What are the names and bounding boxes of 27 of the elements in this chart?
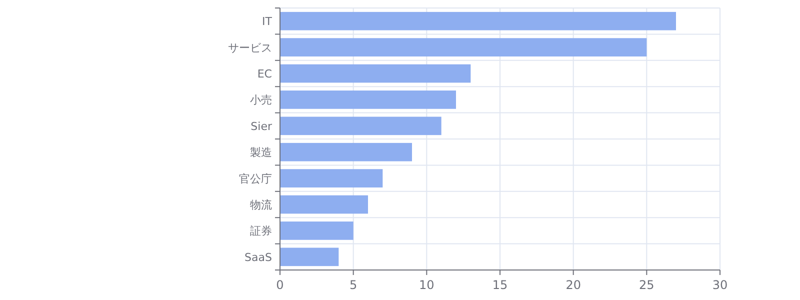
x-tick-label: 0 [276, 278, 284, 292]
x-tick-label: 25 [639, 278, 654, 292]
bar [280, 12, 676, 30]
bar [280, 248, 339, 266]
bar [280, 195, 368, 214]
y-tick-label: EC [257, 68, 272, 80]
x-tick-label: 10 [419, 278, 434, 292]
y-tick-label: IT [262, 15, 272, 28]
bar [280, 142, 412, 162]
bar [280, 116, 442, 136]
x-tick-label: 15 [492, 278, 508, 292]
bar [280, 90, 456, 109]
bar [280, 38, 647, 56]
x-tick-label: 30 [712, 278, 728, 292]
y-tick-label: 製造 [250, 146, 272, 160]
y-tick-label: SaaS [244, 250, 272, 264]
y-tick-label: 小売 [250, 94, 272, 107]
y-tick-label: 官公庁 [239, 172, 272, 186]
y-tick-label: 証券 [250, 224, 272, 238]
x-tick-label: 5 [350, 278, 358, 292]
y-tick-label: サービス [228, 41, 272, 54]
x-tick-label: 20 [566, 278, 581, 292]
bar [280, 64, 471, 83]
bar [280, 222, 354, 240]
y-tick-label: Sier [250, 120, 272, 133]
y-tick-label: 物流 [250, 198, 272, 212]
bar [280, 169, 383, 188]
